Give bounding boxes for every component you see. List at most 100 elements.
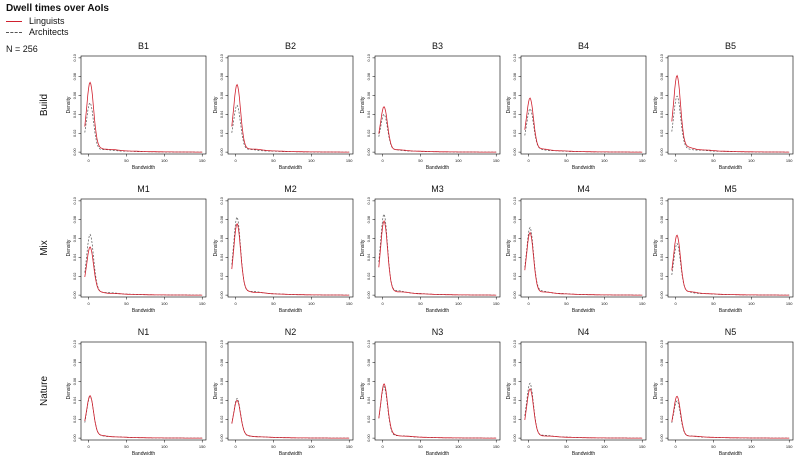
x-tick-label: 150 bbox=[346, 301, 353, 306]
series-architects bbox=[378, 213, 497, 296]
y-tick-label: 0.10 bbox=[660, 197, 664, 204]
y-tick-label: 0.10 bbox=[367, 340, 371, 347]
x-axis-label: Bandwidth bbox=[279, 451, 303, 457]
x-tick-label: 0 bbox=[234, 158, 237, 163]
y-tick-label: 0.10 bbox=[73, 54, 77, 61]
y-tick-label: 0.06 bbox=[73, 92, 77, 99]
x-tick-label: 50 bbox=[418, 158, 423, 163]
x-tick-label: 50 bbox=[124, 158, 129, 163]
x-axis-label: Bandwidth bbox=[279, 165, 303, 171]
y-tick-label: 0.04 bbox=[660, 397, 664, 404]
row-label-mix: Mix bbox=[39, 240, 50, 256]
panel-n5: N5 0 50 100 150 0.00 0.02 0.04 0.06 0.08 0.10 Bandw… bbox=[653, 327, 793, 457]
panel-title: B2 bbox=[285, 41, 296, 51]
panel-frame bbox=[520, 198, 647, 298]
y-axis-label: Density bbox=[653, 382, 659, 399]
x-tick-label: 0 bbox=[234, 301, 237, 306]
y-tick-label: 0.04 bbox=[367, 254, 371, 261]
x-tick-label: 150 bbox=[639, 158, 646, 163]
panel-title: B1 bbox=[138, 41, 149, 51]
series-linguists bbox=[378, 220, 497, 296]
x-tick-label: 50 bbox=[564, 301, 569, 306]
y-tick-label: 0.00 bbox=[660, 291, 664, 298]
panel-m5: M5 0 50 100 150 0.00 0.02 0.04 0.06 0.08 0.10 Bandw… bbox=[653, 184, 793, 314]
series-linguists bbox=[378, 106, 497, 153]
x-tick-label: 0 bbox=[527, 158, 530, 163]
x-tick-label: 150 bbox=[639, 301, 646, 306]
panel-n4: N4 0 50 100 150 0.00 0.02 0.04 0.06 0.08 0.10 Bandw… bbox=[506, 327, 646, 457]
panel-b3: B3 0 50 100 150 0.00 0.02 0.04 0.06 0.08 0.10 Bandw… bbox=[360, 41, 500, 171]
panel-title: N2 bbox=[285, 327, 297, 337]
series-architects bbox=[378, 113, 497, 153]
x-tick-label: 0 bbox=[381, 158, 384, 163]
x-tick-label: 0 bbox=[234, 444, 237, 449]
x-tick-label: 50 bbox=[711, 301, 716, 306]
x-tick-label: 150 bbox=[493, 158, 500, 163]
panel-title: N5 bbox=[725, 327, 737, 337]
series-linguists bbox=[84, 394, 203, 439]
y-tick-label: 0.08 bbox=[73, 73, 77, 80]
y-tick-label: 0.02 bbox=[513, 416, 517, 423]
x-axis-label: Bandwidth bbox=[132, 308, 156, 314]
y-tick-label: 0.08 bbox=[220, 216, 224, 223]
panel-b4: B4 0 50 100 150 0.00 0.02 0.04 0.06 0.08 0.10 Bandw… bbox=[506, 41, 646, 171]
x-tick-label: 150 bbox=[199, 158, 206, 163]
x-tick-label: 50 bbox=[418, 301, 423, 306]
x-tick-label: 0 bbox=[87, 301, 90, 306]
y-tick-label: 0.04 bbox=[660, 254, 664, 261]
x-tick-label: 100 bbox=[601, 444, 608, 449]
x-tick-label: 50 bbox=[271, 444, 276, 449]
y-tick-label: 0.06 bbox=[73, 235, 77, 242]
legend-label-architects: Architects bbox=[29, 27, 69, 37]
y-tick-label: 0.00 bbox=[367, 434, 371, 441]
y-tick-label: 0.02 bbox=[660, 273, 664, 280]
x-tick-label: 100 bbox=[601, 301, 608, 306]
y-tick-label: 0.06 bbox=[220, 235, 224, 242]
panel-frame bbox=[667, 55, 794, 155]
series-architects bbox=[84, 233, 203, 296]
series-architects bbox=[84, 102, 203, 153]
y-tick-label: 0.08 bbox=[513, 73, 517, 80]
y-tick-label: 0.08 bbox=[73, 216, 77, 223]
y-tick-label: 0.04 bbox=[73, 254, 77, 261]
panel-frame bbox=[667, 198, 794, 298]
y-tick-label: 0.08 bbox=[220, 73, 224, 80]
y-tick-label: 0.04 bbox=[73, 397, 77, 404]
x-tick-label: 150 bbox=[346, 444, 353, 449]
y-tick-label: 0.02 bbox=[220, 273, 224, 280]
y-tick-label: 0.10 bbox=[513, 197, 517, 204]
y-tick-label: 0.10 bbox=[513, 54, 517, 61]
y-tick-label: 0.06 bbox=[513, 378, 517, 385]
panel-frame bbox=[520, 55, 647, 155]
x-tick-label: 50 bbox=[271, 301, 276, 306]
y-axis-label: Density bbox=[360, 382, 366, 399]
panel-b5: B5 0 50 100 150 0.00 0.02 0.04 0.06 0.08 0.10 Bandw… bbox=[653, 41, 793, 171]
y-axis-label: Density bbox=[506, 382, 512, 399]
x-axis-label: Bandwidth bbox=[426, 308, 450, 314]
y-tick-label: 0.06 bbox=[367, 92, 371, 99]
panel-m2: M2 0 50 100 150 0.00 0.02 0.04 0.06 0.08 0.10 Bandw… bbox=[213, 184, 353, 314]
x-tick-label: 150 bbox=[199, 301, 206, 306]
x-tick-label: 0 bbox=[674, 444, 677, 449]
x-tick-label: 150 bbox=[786, 158, 793, 163]
x-tick-label: 100 bbox=[748, 444, 755, 449]
panel-title: M4 bbox=[577, 184, 590, 194]
legend-swatch-linguists bbox=[6, 21, 22, 22]
panel-title: B4 bbox=[578, 41, 589, 51]
series-linguists bbox=[231, 83, 350, 153]
y-axis-label: Density bbox=[213, 239, 219, 256]
y-tick-label: 0.04 bbox=[513, 397, 517, 404]
legend: Linguists Architects bbox=[6, 16, 69, 38]
y-tick-label: 0.04 bbox=[660, 111, 664, 118]
y-tick-label: 0.02 bbox=[367, 416, 371, 423]
y-axis-label: Density bbox=[213, 382, 219, 399]
y-tick-label: 0.10 bbox=[660, 54, 664, 61]
legend-label-linguists: Linguists bbox=[29, 16, 65, 26]
panel-frame bbox=[374, 198, 501, 298]
y-tick-label: 0.00 bbox=[513, 148, 517, 155]
x-tick-label: 100 bbox=[455, 301, 462, 306]
y-tick-label: 0.02 bbox=[513, 130, 517, 137]
series-architects bbox=[524, 382, 643, 439]
y-tick-label: 0.00 bbox=[220, 148, 224, 155]
x-tick-label: 50 bbox=[564, 158, 569, 163]
